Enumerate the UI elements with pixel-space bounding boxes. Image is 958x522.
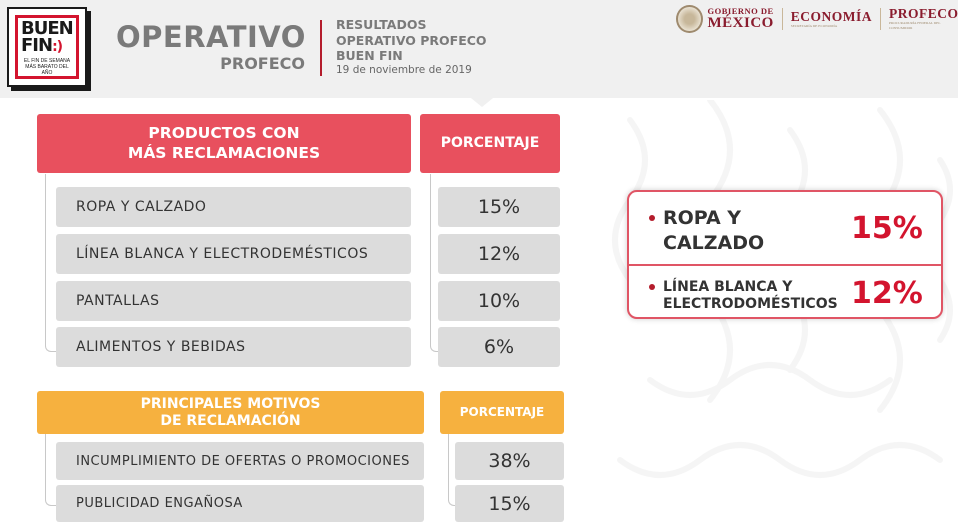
products-header-line2: MÁS RECLAMACIONES — [127, 144, 321, 162]
reasons-table-header: PRINCIPALES MOTIVOS DE RECLAMACIÓN — [37, 391, 424, 434]
results-line-2: OPERATIVO PROFECO — [336, 32, 487, 48]
table-row-pct: 38% — [455, 442, 564, 480]
bullet-icon — [649, 284, 655, 290]
table-row-label: LÍNEA BLANCA Y ELECTRODEMÉSTICOS — [56, 234, 411, 274]
gobierno-label: GOBIERNO DE — [707, 6, 774, 16]
header-notch — [471, 98, 493, 107]
reasons-pct-bracket — [448, 434, 456, 506]
profeco-label: PROFECO — [888, 6, 958, 21]
results-line-3: BUEN FIN — [336, 48, 403, 63]
header-divider — [320, 20, 322, 76]
header-bar: BUEN FIN:) EL FIN DE SEMANA MÁS BARATO D… — [0, 0, 958, 98]
products-pct-header: PORCENTAJE — [420, 114, 560, 173]
table-row-pct: 15% — [438, 187, 560, 227]
logo-tagline: EL FIN DE SEMANA MÁS BARATO DEL AÑO — [23, 58, 71, 76]
results-line-1: RESULTADOS — [336, 17, 427, 32]
bullet-icon — [649, 215, 655, 221]
products-table-header: PRODUCTOS CON MÁS RECLAMACIONES — [37, 114, 411, 173]
results-heading: RESULTADOS OPERATIVO PROFECO BUEN FIN — [336, 17, 487, 64]
mexico-label: MÉXICO — [707, 15, 774, 31]
logo-line2: FIN — [21, 35, 53, 56]
highlight-box: ROPA Y CALZADO 15% LÍNEA BLANCA Y ELECTR… — [627, 190, 943, 319]
buen-fin-logo: BUEN FIN:) EL FIN DE SEMANA MÁS BARATO D… — [7, 7, 87, 87]
table-row-label: ROPA Y CALZADO — [56, 187, 411, 227]
highlight-item-1: ROPA Y CALZADO — [649, 206, 764, 256]
gov-separator — [781, 8, 783, 30]
products-header-line1: PRODUCTOS CON — [148, 124, 300, 142]
government-logos: GOBIERNO DE MÉXICO ECONOMÍA SECRETARÍA D… — [676, 4, 958, 34]
pct-bracket — [430, 174, 440, 352]
page-title: OPERATIVO — [116, 20, 306, 54]
highlight-item-2-pct: 12% — [851, 276, 923, 311]
gov-separator — [880, 8, 881, 30]
economia-label: ECONOMÍA — [790, 8, 873, 24]
highlight-item-1-pct: 15% — [851, 211, 923, 246]
reasons-bracket — [45, 434, 56, 506]
table-row-pct: 10% — [438, 281, 560, 321]
highlight-item-1-line1: ROPA Y — [663, 207, 742, 229]
mexico-seal-icon — [676, 5, 703, 33]
table-row-label: PUBLICIDAD ENGAÑOSA — [56, 485, 424, 522]
economia-subtext: SECRETARÍA DE ECONOMÍA — [790, 23, 838, 28]
reasons-pct-header: PORCENTAJE — [440, 391, 564, 434]
results-date: 19 de noviembre de 2019 — [336, 64, 472, 76]
profeco-subtext: PROCURADURÍA FEDERAL DEL CONSUMIDOR — [888, 21, 941, 30]
table-row-label: PANTALLAS — [56, 281, 411, 321]
reasons-header-line2: DE RECLAMACIÓN — [160, 413, 301, 429]
highlight-item-2-line1: LÍNEA BLANCA Y — [663, 279, 793, 295]
products-bracket — [45, 174, 56, 352]
page-subtitle: PROFECO — [220, 54, 305, 73]
table-row-label: ALIMENTOS Y BEBIDAS — [56, 327, 411, 367]
table-row-pct: 6% — [438, 327, 560, 367]
table-row-label: INCUMPLIMIENTO DE OFERTAS O PROMOCIONES — [56, 442, 424, 480]
highlight-item-2-line2: ELECTRODOMÉSTICOS — [663, 296, 838, 312]
highlight-divider — [629, 264, 941, 266]
logo-line1: BUEN — [21, 18, 74, 39]
highlight-item-2: LÍNEA BLANCA Y ELECTRODOMÉSTICOS — [649, 279, 838, 313]
table-row-pct: 15% — [455, 485, 564, 522]
table-row-pct: 12% — [438, 234, 560, 274]
logo-smile: :) — [52, 39, 63, 55]
reasons-header-line1: PRINCIPALES MOTIVOS — [140, 396, 321, 412]
highlight-item-1-line2: CALZADO — [663, 232, 765, 254]
